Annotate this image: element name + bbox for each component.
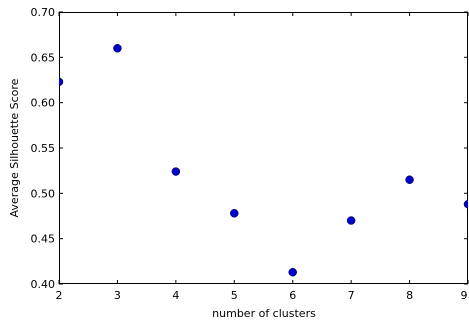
plot-frame [59, 12, 468, 284]
data-point [113, 44, 122, 53]
y-tick-label: 0.55 [31, 142, 56, 155]
x-tick-label: 5 [231, 289, 238, 302]
y-tick-label: 0.50 [31, 187, 56, 200]
data-point [230, 209, 239, 218]
x-tick-label: 4 [172, 289, 179, 302]
y-tick-label: 0.40 [31, 278, 56, 291]
y-tick-label: 0.45 [31, 233, 56, 246]
x-tick-label: 6 [289, 289, 296, 302]
x-tick-label: 2 [56, 289, 63, 302]
y-tick-label: 0.70 [31, 6, 56, 19]
data-point [171, 167, 181, 176]
data-point [346, 216, 356, 225]
x-axis-label: number of clusters [212, 307, 316, 320]
axes [59, 12, 468, 284]
data-point [463, 199, 468, 209]
y-tick-label: 0.60 [31, 97, 56, 110]
data-point [288, 267, 297, 277]
x-ticks: 2 3 4 5 6 7 8 9 [56, 12, 469, 302]
data-point [405, 175, 414, 184]
x-tick-label: 8 [406, 289, 413, 302]
y-ticks: 0.40 0.45 0.50 0.55 0.60 0.65 0.70 [31, 6, 468, 291]
data-points [59, 44, 468, 277]
x-tick-label: 9 [461, 289, 468, 302]
data-point [59, 77, 64, 87]
y-tick-label: 0.65 [31, 51, 56, 64]
x-tick-label: 7 [348, 289, 355, 302]
x-tick-label: 3 [114, 289, 121, 302]
y-axis-label: Average Silhouette Score [8, 78, 21, 217]
